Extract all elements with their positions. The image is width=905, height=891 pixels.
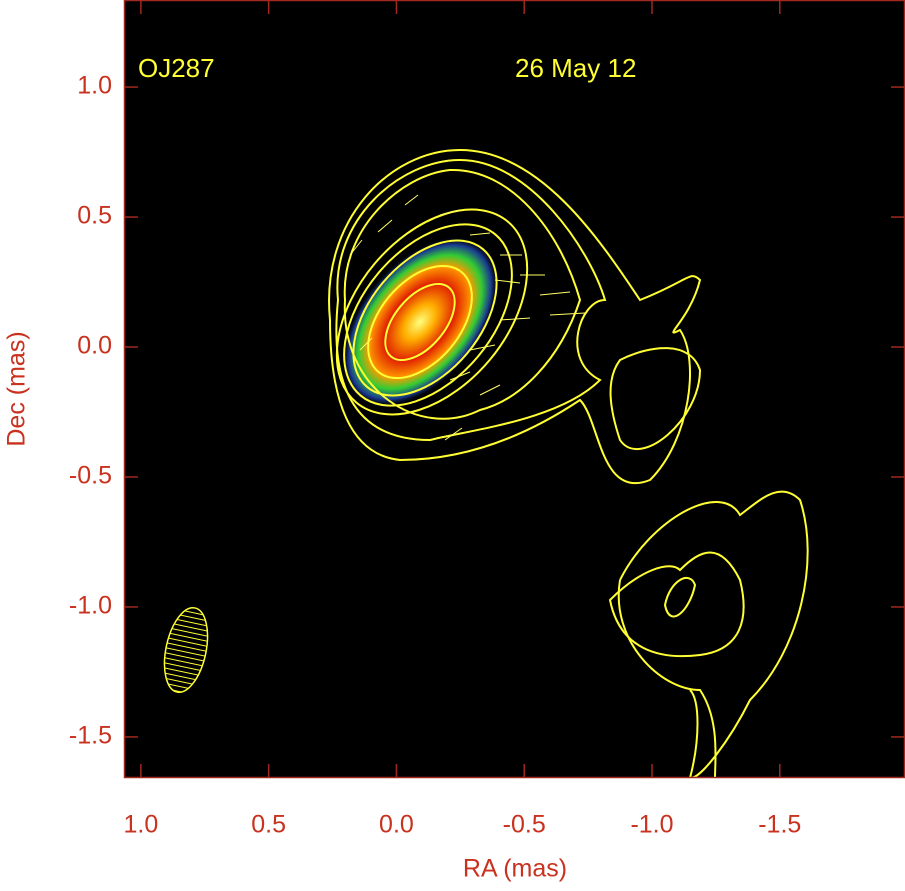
y-tick-label: -0.5: [69, 462, 112, 490]
x-tick-label: -0.5: [503, 811, 546, 839]
contours: [328, 148, 809, 778]
x-tick-label: 0.0: [379, 811, 414, 839]
polarization-vectors: [349, 194, 586, 441]
x-tick-label: -1.0: [630, 811, 673, 839]
x-axis-label: RA (mas): [463, 855, 567, 883]
x-tick-label: 0.5: [251, 811, 286, 839]
beam: [163, 606, 209, 694]
y-tick-label: 0.5: [77, 202, 112, 230]
y-tick-label: -1.5: [69, 722, 112, 750]
plot-area: [124, 0, 905, 778]
intensity: [340, 236, 500, 408]
map-image: [163, 148, 809, 778]
source-label: OJ287: [138, 53, 215, 83]
y-axis-label: Dec (mas): [3, 331, 31, 446]
date-label: 26 May 12: [515, 53, 636, 83]
y-tick-label: 0.0: [77, 332, 112, 360]
y-tick-label: 1.0: [77, 72, 112, 100]
x-tick-label: -1.5: [758, 811, 801, 839]
x-tick-label: 1.0: [123, 811, 158, 839]
y-tick-label: -1.0: [69, 592, 112, 620]
